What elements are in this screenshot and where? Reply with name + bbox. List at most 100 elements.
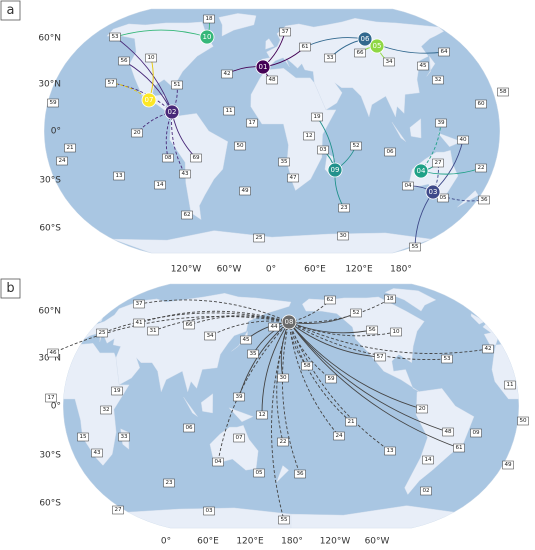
link — [114, 29, 208, 38]
longitude-label: 180° — [390, 265, 412, 275]
longitude-label: 120°W — [320, 537, 351, 547]
site-box — [239, 186, 251, 196]
link — [288, 321, 373, 334]
site-label: 06 — [386, 149, 394, 155]
site-label: 22 — [477, 165, 484, 171]
link — [288, 321, 460, 449]
site-label: 44 — [270, 324, 278, 330]
longitude-label: 180° — [281, 537, 303, 547]
site-box — [118, 432, 130, 442]
link — [288, 321, 423, 410]
land — [407, 150, 459, 196]
link — [152, 315, 290, 332]
site-box — [416, 404, 428, 414]
site-box — [366, 325, 378, 335]
site-box — [154, 180, 166, 190]
site-box — [457, 135, 469, 145]
site-label: 05 — [255, 470, 263, 476]
site-box — [482, 344, 494, 354]
site-box — [100, 405, 112, 415]
longitude-label: 120°W — [171, 265, 202, 275]
site-label: 37 — [135, 301, 143, 307]
site-label: 08 — [164, 155, 172, 161]
site-label: 04 — [214, 459, 222, 465]
site-box — [345, 417, 357, 427]
latitude-label: 30°S — [39, 176, 61, 186]
land — [200, 393, 214, 414]
site-label: 47 — [289, 175, 297, 181]
site-box — [212, 457, 224, 467]
land — [404, 388, 475, 495]
site-label: 11 — [506, 382, 514, 388]
site-box — [47, 98, 59, 108]
link — [288, 321, 397, 337]
land — [426, 55, 436, 77]
site-label: 10 — [147, 55, 155, 61]
site-label: 46 — [49, 350, 57, 356]
link — [288, 321, 381, 358]
site-box — [268, 322, 280, 332]
site-label: 30 — [279, 375, 287, 381]
site-box — [441, 354, 453, 364]
land-group — [106, 13, 479, 253]
latitude-label: 0° — [51, 127, 61, 137]
link — [217, 321, 290, 463]
site-label: 31 — [149, 328, 157, 334]
site-box — [278, 157, 290, 167]
site-label: 60 — [477, 101, 485, 107]
site-label: 33 — [326, 55, 334, 61]
site-box — [337, 231, 349, 241]
site-box — [390, 327, 402, 337]
site-label: 49 — [504, 462, 512, 468]
site-label: 14 — [156, 182, 164, 188]
site-box — [45, 393, 57, 403]
link — [288, 321, 352, 423]
site-label: 57 — [107, 80, 115, 86]
site-label: 55 — [411, 244, 419, 250]
land — [470, 313, 486, 325]
site-label: 07 — [235, 435, 243, 441]
site-label: 50 — [236, 143, 244, 149]
site-label: 32 — [434, 77, 441, 83]
site-label: 13 — [115, 173, 123, 179]
site-label: 53 — [443, 356, 451, 362]
site-box — [203, 506, 215, 516]
link — [288, 321, 449, 433]
land — [302, 296, 425, 393]
hub-marker — [425, 184, 441, 200]
site-label: 50 — [519, 418, 527, 424]
hub-label: 09 — [331, 166, 340, 174]
site-box — [453, 443, 465, 453]
site-label: 45 — [419, 63, 427, 69]
latitude-label: 60°N — [38, 307, 61, 317]
site-box — [402, 181, 414, 191]
site-box — [384, 294, 396, 304]
site-label: 21 — [66, 145, 74, 151]
site-label: 39 — [437, 120, 445, 126]
site-box — [113, 171, 125, 181]
site-label: 21 — [347, 419, 355, 425]
link — [288, 321, 340, 437]
site-box — [475, 163, 487, 173]
hub-label: 03 — [429, 188, 438, 196]
longitude-label: 60°W — [217, 265, 242, 275]
site-box — [91, 448, 103, 458]
site-box — [303, 131, 315, 141]
site-box — [190, 153, 202, 163]
site-box — [324, 53, 336, 63]
site-box — [246, 118, 258, 128]
site-box — [504, 380, 516, 390]
site-box — [64, 143, 76, 153]
site-box — [204, 331, 216, 341]
land — [391, 122, 406, 142]
site-label: 35 — [249, 351, 257, 357]
site-label: 18 — [205, 16, 213, 22]
site-box — [109, 32, 121, 42]
latitude-label: 60°N — [38, 34, 61, 44]
site-label: 49 — [241, 188, 249, 194]
hub-label: 01 — [259, 63, 268, 71]
hub-marker — [141, 92, 157, 108]
site-label: 61 — [455, 445, 463, 451]
link — [271, 321, 290, 521]
